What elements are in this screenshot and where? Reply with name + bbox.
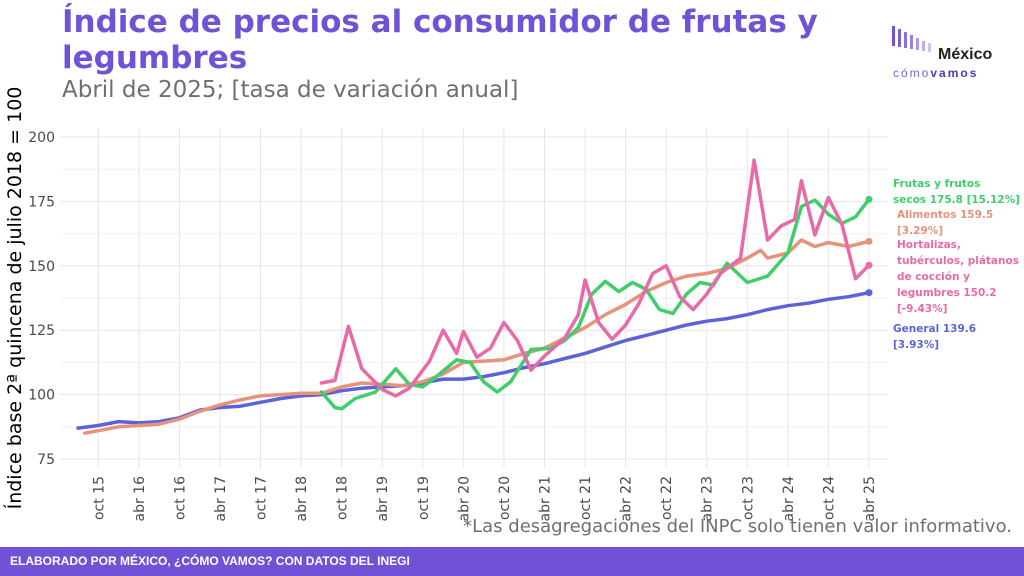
x-tick-label: abr 19 [375,476,391,522]
x-tick-label: abr 20 [456,476,472,522]
x-tick-label: oct 20 [497,476,513,520]
x-tick-label: oct 23 [740,476,756,520]
x-tick-label: oct 22 [659,476,675,520]
series-line [319,158,871,398]
series-end-point [865,195,873,203]
series-end-label: de cocción y [897,271,970,283]
x-tick-label: abr 24 [781,476,797,522]
series-end-labels: Frutas y frutos secos 175.8 [15.12%] Alime… [893,178,1020,351]
series-end-label: [3.29%] [897,225,943,237]
y-tick-label: 150 [28,259,55,275]
x-tick-label: abr 16 [132,476,148,522]
y-tick-label: 175 [28,194,55,210]
series-end-label: [3.93%] [893,339,939,351]
x-tick-label: oct 17 [254,476,270,520]
footer-bar: ELABORADO POR MÉXICO, ¿CÓMO VAMOS? CON D… [0,547,1024,576]
logo-bars-icon [892,26,931,52]
y-tick-label: 125 [28,323,55,339]
y-axis-label: Índice base 2ª quincena de julio 2018 = … [3,87,26,510]
page-title: Índice de precios al consumidor de fruta… [62,4,818,76]
logo-tagline: cómovamos [893,66,979,80]
page-subtitle: Abril de 2025; [tasa de variación anual] [62,77,519,103]
x-tick-label: oct 15 [91,476,107,520]
series-end-label: secos 175.8 [15.12%] [893,194,1020,206]
line-chart: 75 100 125 150 175 200 oct 15 abr 16 oct 16 abr … [3,87,1020,522]
x-tick-label: oct 24 [821,476,837,520]
x-axis-ticks: oct 15 abr 16 oct 16 abr 17 oct 17 abr 18 oct … [91,476,878,522]
series-end-point [865,289,873,297]
x-tick-label: oct 21 [578,476,594,520]
series-end-label: Alimentos 159.5 [897,209,993,221]
y-tick-label: 100 [28,388,55,404]
series-line [319,197,871,411]
x-tick-label: abr 17 [213,476,229,522]
series-end-label: [-9.43%] [897,303,947,315]
series-end-label: Hortalizas, [897,239,961,251]
x-tick-label: oct 16 [172,476,188,520]
x-tick-label: oct 19 [416,476,432,520]
x-tick-label: abr 21 [537,476,553,522]
y-tick-label: 200 [28,130,55,146]
footnote: *Las desagregaciones del INPC solo tiene… [463,516,1012,537]
y-axis-ticks: 75 100 125 150 175 200 [28,130,55,468]
x-tick-label: abr 22 [619,476,635,522]
footer-credit: ELABORADO POR MÉXICO, ¿CÓMO VAMOS? CON D… [10,554,410,568]
series-end-point [865,261,873,269]
x-tick-label: abr 25 [862,476,878,522]
series-end-label: General 139.6 [893,323,976,335]
series-end-label: Frutas y frutos [893,178,980,190]
series-end-label: tubérculos, plátanos [897,255,1019,267]
logo-wordmark: México [938,46,993,63]
series-lines [76,158,873,435]
x-tick-label: oct 18 [335,476,351,520]
y-tick-label: 75 [37,452,55,468]
grid-lines [60,128,888,468]
x-tick-label: abr 23 [700,476,716,522]
x-tick-label: abr 18 [294,476,310,522]
series-end-point [865,237,873,245]
series-line [83,238,871,435]
series-end-label: legumbres 150.2 [897,287,997,299]
